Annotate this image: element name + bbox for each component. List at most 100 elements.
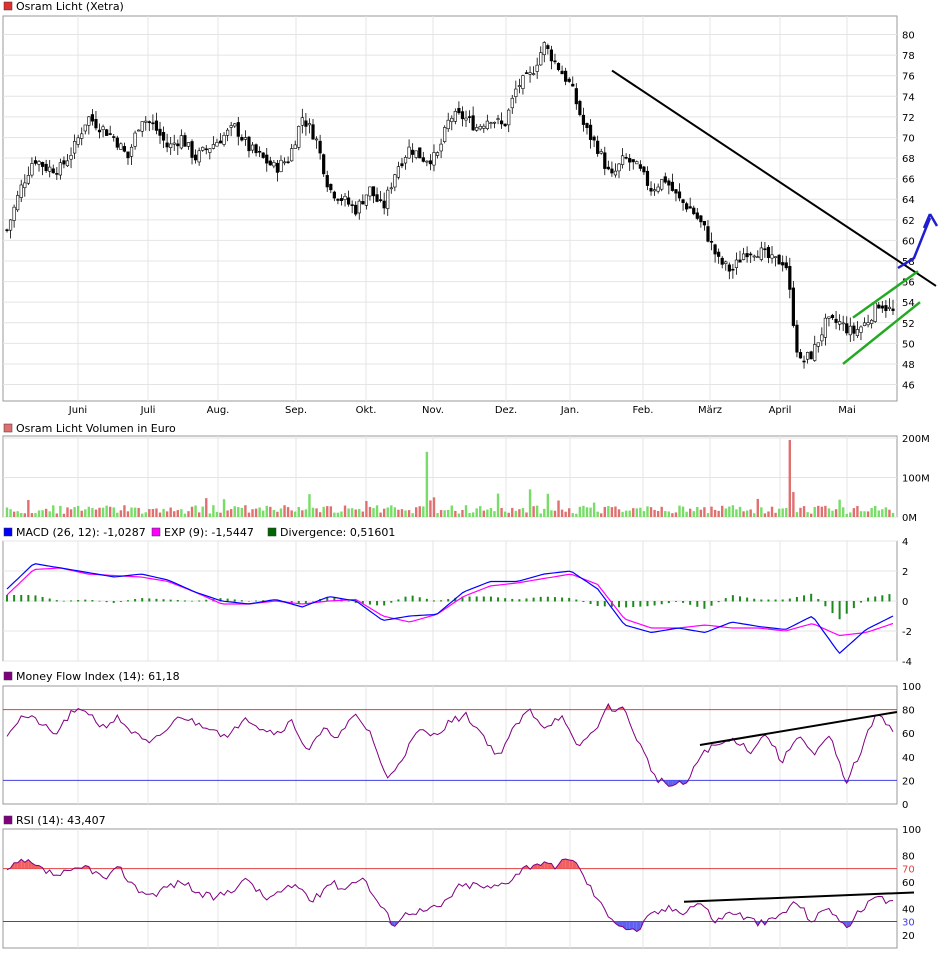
x-tick-label: März [698, 405, 722, 416]
divergence-bar [432, 600, 435, 602]
candle-body [165, 142, 169, 148]
candle-body [599, 151, 603, 154]
divergence-bar [41, 596, 44, 602]
overbought-fill [565, 859, 570, 869]
candle-body [201, 146, 205, 151]
volume-bar [205, 498, 208, 517]
volume-bar [763, 513, 767, 517]
candle-body [699, 215, 703, 223]
candle-body [891, 308, 895, 311]
divergence-bar [710, 601, 713, 606]
volume-bar [336, 512, 340, 517]
y-tick-label: 60 [902, 878, 915, 889]
candle-body [631, 159, 635, 163]
volume-bar [23, 513, 26, 517]
divergence-bar [696, 601, 699, 607]
candle-body [724, 261, 728, 264]
candle-body [105, 129, 109, 136]
volume-bar [820, 506, 824, 517]
divergence-bar [632, 601, 635, 608]
divergence-bar [468, 596, 471, 602]
candle-body [823, 317, 827, 338]
overbought-fill [31, 863, 36, 869]
y-tick-label: 20 [902, 776, 915, 787]
volume-bar [372, 508, 375, 517]
volume-bar [870, 507, 873, 517]
candle-body [94, 119, 98, 129]
volume-bar [439, 510, 443, 517]
overbought-fill [35, 865, 40, 869]
legend-swatch [3, 815, 13, 825]
divergence-bar [48, 598, 51, 602]
candle-body [652, 189, 657, 192]
volume-bar [151, 509, 155, 517]
legend-swatch-divergence [267, 527, 277, 537]
volume-bar [229, 509, 233, 517]
volume-bar [824, 505, 827, 517]
volume-bar [639, 507, 642, 517]
volume-bar [404, 510, 407, 517]
candle-body [307, 123, 312, 126]
candle-body [439, 143, 443, 152]
divergence-bar [411, 595, 414, 602]
volume-bar [831, 510, 834, 517]
volume-bar [375, 505, 379, 517]
divergence-bar [703, 601, 706, 609]
oversold-fill [754, 921, 758, 926]
divergence-bar [162, 599, 165, 602]
candle-body [880, 305, 884, 309]
volume-bar [614, 506, 617, 517]
candle-body [862, 322, 867, 326]
candle-body [667, 180, 671, 186]
divergence-bar [760, 599, 763, 602]
volume-bar [447, 509, 450, 517]
candle-body [258, 150, 262, 153]
volume-bar [642, 511, 646, 517]
volume-bar [560, 509, 564, 517]
candle-body [428, 160, 433, 165]
candle-body [218, 140, 223, 144]
volume-bar [471, 512, 475, 517]
divergence-bar [134, 599, 137, 602]
volume-bar [881, 509, 884, 517]
volume-bar [503, 511, 507, 517]
candle-body [16, 195, 20, 211]
volume-bar [589, 507, 592, 517]
candle-body [752, 255, 756, 258]
candle-body [33, 160, 38, 164]
volume-bar [806, 512, 809, 517]
candle-body [592, 136, 596, 141]
divergence-bar [397, 599, 400, 602]
oversold-fill [636, 921, 641, 932]
candle-body [357, 200, 361, 214]
divergence-bar [126, 600, 129, 602]
volume-bar [414, 507, 418, 517]
candle-body [809, 351, 813, 360]
volume-bar [425, 451, 429, 517]
indicator-title: Money Flow Index (14): 61,18 [16, 670, 180, 683]
candle-body [688, 206, 692, 209]
volume-bar [69, 509, 73, 517]
divergence-bar [803, 595, 806, 602]
y-tick-label: 40 [902, 904, 915, 915]
legend-swatch [3, 527, 13, 537]
candle-body [183, 135, 187, 147]
candle-body [628, 158, 632, 163]
divergence-bar [532, 597, 535, 602]
candle-body [329, 183, 333, 191]
volume-bar [674, 512, 678, 517]
y-tick-label: 68 [902, 154, 915, 165]
volume-bar [592, 502, 596, 517]
divergence-bar [183, 600, 186, 602]
divergence-bar [817, 599, 820, 602]
divergence-bar [368, 601, 371, 605]
volume-bar [891, 512, 895, 517]
overbought-fill [14, 862, 18, 869]
oversold-fill [764, 921, 769, 925]
exp-legend-label: EXP (9): -1,5447 [164, 526, 254, 539]
volume-panel: 0M 100M 200M Osram Licht Volumen in Euro [2, 422, 930, 524]
volume-bar [671, 513, 674, 517]
candle-body [332, 191, 336, 199]
volume-bar [728, 506, 731, 517]
candle-body [65, 160, 70, 167]
